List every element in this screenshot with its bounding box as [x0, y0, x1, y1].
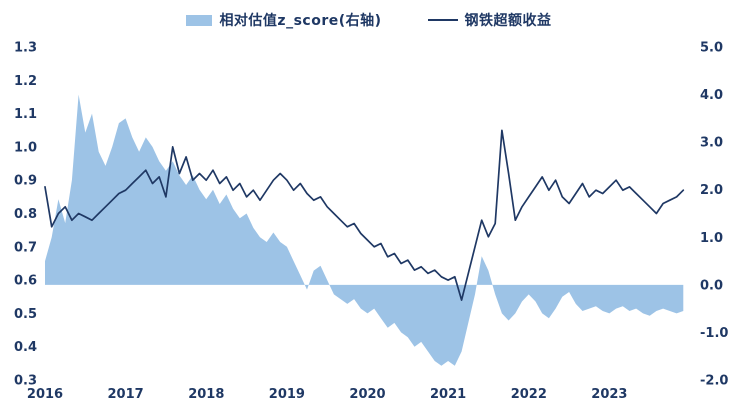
x-axis-tick-label: 2018 — [188, 387, 224, 402]
left-axis-tick-label: 1.0 — [14, 140, 37, 155]
x-axis-tick-label: 2023 — [591, 387, 627, 402]
right-axis-tick-label: 2.0 — [700, 183, 723, 198]
legend-item-zscore: 相对估值z_score(右轴) — [186, 10, 381, 30]
left-axis-tick-label: 0.7 — [14, 240, 37, 255]
left-axis-tick-label: 1.1 — [14, 107, 37, 122]
left-axis-tick-label: 1.3 — [14, 41, 37, 56]
left-axis-tick-label: 0.4 — [14, 340, 37, 355]
left-axis-tick-label: 0.6 — [14, 274, 37, 289]
right-axis-tick-label: 0.0 — [700, 278, 723, 293]
x-axis-tick-label: 2016 — [27, 387, 63, 402]
legend-label-excess-return: 钢铁超额收益 — [464, 13, 552, 29]
right-axis-tick-label: -2.0 — [700, 374, 728, 389]
right-axis-tick-label: -1.0 — [700, 326, 728, 341]
excess-return-line-swatch-icon — [427, 19, 458, 21]
x-axis-tick-label: 2017 — [108, 387, 144, 402]
zscore-area-series — [45, 94, 684, 366]
x-axis-tick-label: 2019 — [269, 387, 305, 402]
x-axis-tick-label: 2021 — [430, 387, 466, 402]
left-axis-tick-label: 0.3 — [14, 374, 37, 389]
right-axis-tick-label: 3.0 — [700, 136, 723, 151]
left-axis-tick-label: 0.9 — [14, 174, 37, 189]
left-axis-tick-label: 1.2 — [14, 74, 37, 89]
left-axis-tick-label: 0.8 — [14, 207, 37, 222]
excess-return-line-series — [44, 129, 685, 301]
x-axis-tick-label: 2020 — [349, 387, 385, 402]
x-axis-tick-label: 2022 — [511, 387, 547, 402]
chart-legend: 相对估值z_score(右轴) 钢铁超额收益 — [0, 10, 738, 30]
zscore-area-swatch-icon — [186, 14, 213, 26]
legend-label-zscore: 相对估值z_score(右轴) — [219, 13, 382, 29]
legend-item-excess-return: 钢铁超额收益 — [427, 10, 552, 30]
right-axis-tick-label: 1.0 — [700, 231, 723, 246]
right-axis-tick-label: 4.0 — [700, 88, 723, 103]
right-axis-tick-label: 5.0 — [700, 41, 723, 56]
left-axis-tick-label: 0.5 — [14, 307, 37, 322]
